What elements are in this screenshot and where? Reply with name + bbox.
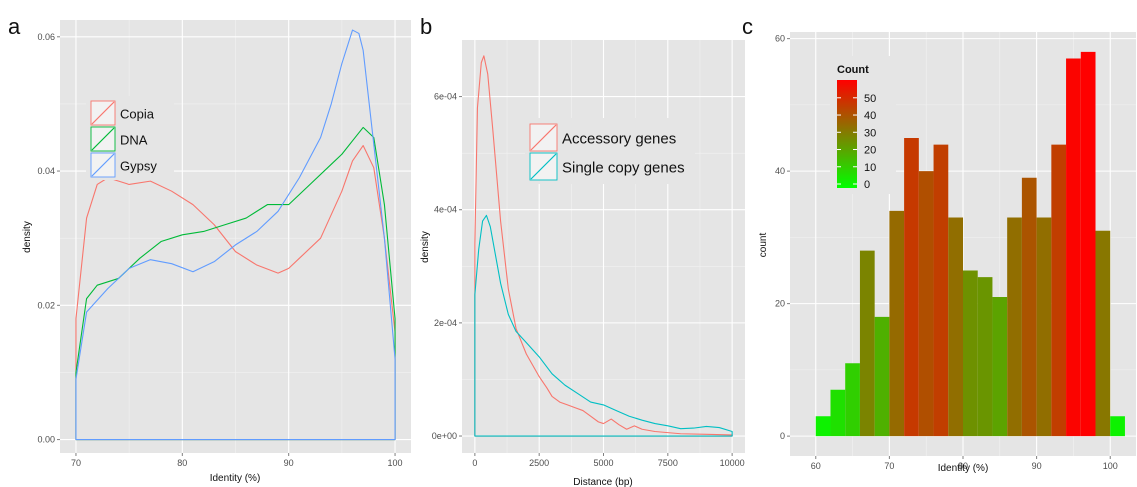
legend-key-outline (90, 152, 116, 178)
y-tick-label: 0.04 (37, 166, 55, 176)
histogram-bar (1110, 416, 1125, 437)
legend-key-line (91, 153, 115, 177)
histogram-bar (963, 270, 978, 437)
tick-labels: 0 2500 5000 7500 10000 0e+00 2e-04 4e-04 6e-04 (432, 92, 745, 468)
histogram-bar (904, 138, 919, 437)
x-axis-title: Distance (bp) (573, 477, 632, 487)
legend-title: Count (837, 64, 869, 76)
legend-label: Gypsy (120, 158, 157, 173)
histogram-bar (992, 297, 1008, 437)
x-tick-label: 7500 (658, 458, 678, 468)
x-tick-label: 100 (388, 458, 403, 468)
bars (815, 51, 1125, 437)
histogram-bar (889, 210, 905, 437)
histogram-bar (1051, 144, 1067, 437)
y-axis-title: count (758, 233, 769, 258)
legend-label: Copia (120, 106, 155, 121)
histogram-bar (1095, 230, 1111, 437)
y-tick-label: 0.02 (37, 300, 55, 310)
y-tick-label: 0 (780, 431, 785, 441)
series-line-dna (75, 126, 396, 441)
histogram-bar (874, 316, 890, 437)
colorbar-tick-label: 30 (864, 127, 876, 139)
legend-label: DNA (120, 132, 148, 147)
histogram-bar (1021, 177, 1037, 437)
colorbar-tick-label: 50 (864, 93, 876, 105)
x-tick-label: 90 (1032, 461, 1042, 471)
x-tick-label: 60 (811, 461, 821, 471)
x-tick-label: 10000 (720, 458, 745, 468)
histogram-bar (830, 389, 846, 437)
x-tick-label: 80 (958, 461, 968, 471)
histogram-bar (1080, 51, 1096, 437)
panel-a-letter: a (8, 14, 21, 39)
histogram-bar (977, 277, 993, 437)
legend-key-outline (529, 152, 558, 181)
panel-b-letter: b (420, 14, 432, 39)
legend-key-outline (529, 123, 558, 152)
x-axis-title: Identity (%) (938, 463, 989, 474)
histogram-bar (948, 217, 963, 437)
density-chart-transposons: 70 80 90 100 0.00 0.02 0.04 0.06 Identity (%) d… (22, 20, 411, 484)
x-tick-label: 70 (71, 458, 81, 468)
x-tick-label: 0 (472, 458, 477, 468)
y-axis-title: density (420, 231, 431, 263)
series-lines (474, 55, 733, 437)
x-tick-label: 2500 (529, 458, 549, 468)
density-chart-distance: 0 2500 5000 7500 10000 0e+00 2e-04 4e-04 6e-04 D… (420, 40, 745, 487)
colorbar-tick-label: 20 (864, 145, 876, 157)
legend-key-line (91, 101, 115, 125)
colorbar-legend: Count 0 10 20 30 40 50 (830, 56, 896, 194)
y-tick-label: 2e-04 (434, 318, 457, 328)
legend-key-line (530, 153, 557, 180)
x-tick-label: 90 (284, 458, 294, 468)
histogram-bar (1036, 217, 1052, 437)
histogram-bar (933, 144, 949, 437)
series-line-accessory-genes (474, 55, 733, 437)
y-tick-label: 0.00 (37, 435, 55, 445)
x-tick-label: 5000 (593, 458, 613, 468)
colorbar (837, 80, 857, 188)
y-tick-label: 0e+00 (432, 431, 457, 441)
legend: Copia DNA Gypsy (86, 96, 174, 180)
legend-label: Accessory genes (562, 130, 676, 147)
y-tick-label: 4e-04 (434, 205, 457, 215)
y-axis-title: density (22, 221, 33, 253)
histogram-bar (918, 171, 934, 437)
colorbar-tick-label: 40 (864, 110, 876, 122)
y-tick-label: 60 (775, 34, 785, 44)
panel-c-letter: c (742, 14, 753, 39)
histogram-bar (1066, 58, 1081, 437)
legend-key-outline (90, 100, 116, 126)
histogram-bar (859, 250, 875, 437)
legend-label: Single copy genes (562, 159, 685, 176)
series-line-gypsy (75, 29, 396, 441)
colorbar-tick-label: 0 (864, 179, 870, 191)
tick-labels: 70 80 90 100 0.00 0.02 0.04 0.06 (37, 32, 402, 468)
y-tick-label: 20 (775, 299, 785, 309)
legend-key-line (530, 124, 557, 151)
colorbar-tick-label: 10 (864, 162, 876, 174)
legend: Accessory genes Single copy genes (525, 118, 695, 184)
x-tick-label: 100 (1103, 461, 1118, 471)
x-axis-title: Identity (%) (210, 473, 261, 484)
histogram-bar (1007, 217, 1022, 437)
histogram-bar (845, 363, 860, 437)
series-line-single-copy-genes (474, 214, 733, 437)
legend-key-outline (90, 126, 116, 152)
y-tick-label: 40 (775, 166, 785, 176)
legend-key-line (91, 127, 115, 151)
y-tick-label: 0.06 (37, 32, 55, 42)
histogram-bar (815, 416, 831, 437)
y-tick-label: 6e-04 (434, 92, 457, 102)
x-tick-label: 80 (177, 458, 187, 468)
x-tick-label: 70 (884, 461, 894, 471)
